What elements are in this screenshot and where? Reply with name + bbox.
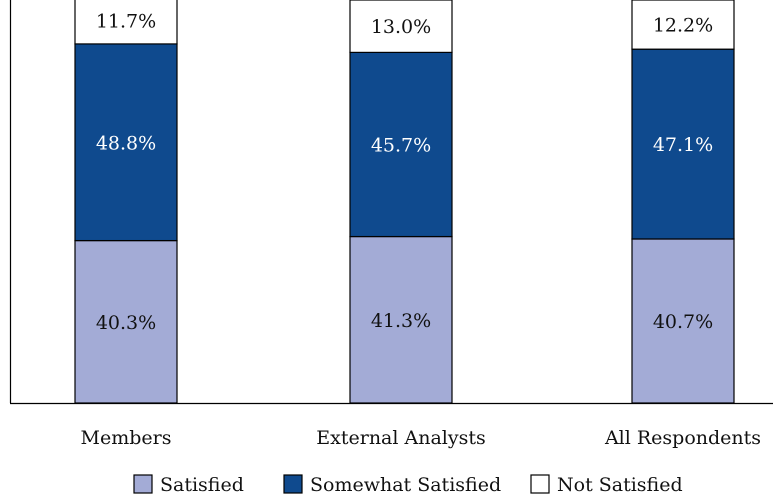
legend-swatch-somewhat-satisfied xyxy=(283,474,303,494)
bar-all-respondents-satisfied xyxy=(631,238,735,404)
legend: Satisfied Somewhat Satisfied Not Satisfied xyxy=(133,474,683,496)
data-label-members-not-satisfied: 11.7% xyxy=(96,10,156,32)
data-label-members-satisfied: 40.3% xyxy=(96,312,156,334)
legend-label-satisfied: Satisfied xyxy=(160,474,244,496)
data-label-all-respondents-satisfied: 40.7% xyxy=(653,311,713,333)
data-label-external-analysts-satisfied: 41.3% xyxy=(371,310,431,332)
data-label-all-respondents-not-satisfied: 12.2% xyxy=(653,15,713,37)
bar-external-analysts-not-satisfied xyxy=(349,0,453,53)
bar-all-respondents-somewhat-satisfied xyxy=(631,48,735,240)
bar-members-not-satisfied xyxy=(74,0,178,45)
bar-external-analysts-satisfied xyxy=(349,235,453,404)
legend-label-not-satisfied: Not Satisfied xyxy=(557,474,683,496)
legend-label-somewhat-satisfied: Somewhat Satisfied xyxy=(310,474,501,496)
data-label-external-analysts-somewhat-satisfied: 45.7% xyxy=(371,134,431,156)
category-label-all-respondents: All Respondents xyxy=(604,427,761,449)
bar-labels-group: 40.3% 48.8% 11.7% 41.3% 45.7% 13.0% 40.7% 47.1%… xyxy=(96,10,713,333)
bar-members-satisfied xyxy=(74,239,178,404)
data-label-members-somewhat-satisfied: 48.8% xyxy=(96,132,156,154)
data-label-all-respondents-somewhat-satisfied: 47.1% xyxy=(653,134,713,156)
legend-swatch-not-satisfied xyxy=(530,474,550,494)
category-label-members: Members xyxy=(81,427,172,449)
category-labels-group: Members External Analysts All Respondents xyxy=(81,427,762,449)
bar-all-respondents-not-satisfied xyxy=(631,0,735,50)
category-label-external-analysts: External Analysts xyxy=(316,427,485,449)
data-label-external-analysts-not-satisfied: 13.0% xyxy=(371,16,431,38)
legend-swatch-satisfied xyxy=(133,474,153,494)
bars-group xyxy=(74,0,735,404)
